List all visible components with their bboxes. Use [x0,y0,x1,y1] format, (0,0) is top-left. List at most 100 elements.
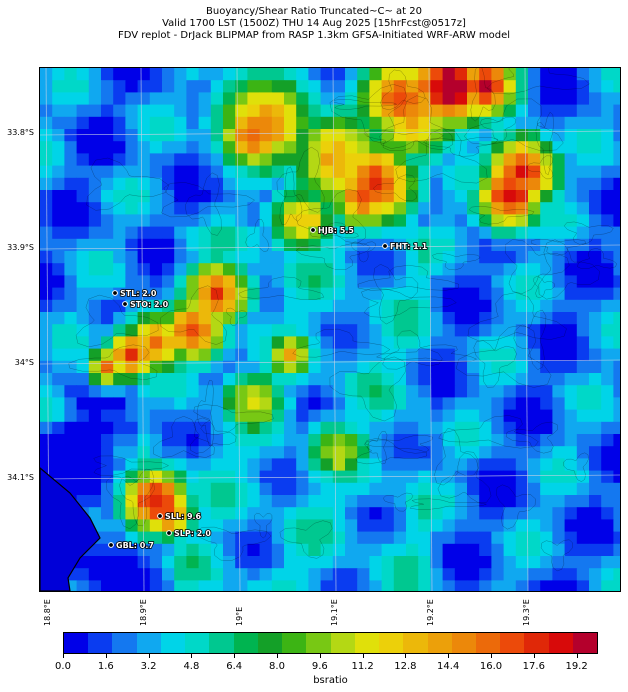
raster-cell [150,92,163,105]
raster-cell [418,263,431,276]
raster-cell [528,532,541,545]
raster-cell [394,336,407,349]
raster-cell [540,141,553,154]
raster-cell [40,227,53,240]
raster-cell [223,275,236,288]
raster-cell [40,300,53,313]
raster-cell [467,92,480,105]
raster-cell [77,458,90,471]
raster-cell [125,349,138,362]
raster-cell [113,129,126,142]
raster-cell [467,507,480,520]
raster-cell [565,446,578,459]
raster-cell [357,105,370,118]
raster-cell [150,141,163,154]
raster-cell [406,544,419,557]
raster-cell [565,214,578,227]
raster-cell [89,263,102,276]
station-dot[interactable] [383,244,388,249]
raster-cell [443,507,456,520]
raster-cell [504,373,517,386]
raster-cell [284,239,297,252]
raster-cell [89,153,102,166]
raster-cell [223,410,236,423]
raster-cell [613,544,620,557]
raster-cell [601,568,614,581]
raster-cell [321,263,334,276]
station-dot[interactable] [158,514,163,519]
raster-cell [528,568,541,581]
raster-cell [565,422,578,435]
raster-cell [308,532,321,545]
raster-cell [113,312,126,325]
raster-cell [406,312,419,325]
raster-cell [125,178,138,191]
raster-cell [467,385,480,398]
station-dot[interactable] [109,543,114,548]
station-dot[interactable] [113,291,118,296]
raster-cell [455,397,468,410]
raster-cell [89,373,102,386]
raster-cell [162,190,175,203]
raster-cell [174,349,187,362]
raster-cell [199,80,212,93]
raster-cell [162,361,175,374]
map-area[interactable]: HJB: 5.5 FHT: 1.1 STL: 2.0 STO: 2.0 SLL: 9.6… [39,67,621,592]
raster-cell [284,105,297,118]
raster-cell [211,92,224,105]
raster-cell [174,361,187,374]
raster-cell [345,434,358,447]
raster-cell [101,397,114,410]
raster-cell [601,397,614,410]
raster-cell [443,580,456,591]
station-dot[interactable] [311,228,316,233]
raster-cell [125,324,138,337]
raster-cell [174,227,187,240]
raster-cell [260,349,273,362]
raster-cell [467,288,480,301]
raster-cell [223,385,236,398]
raster-cell [223,80,236,93]
raster-cell [247,434,260,447]
colorbar-swatch [403,633,427,653]
raster-cell [186,68,199,81]
raster-cell [235,153,248,166]
raster-cell [89,446,102,459]
raster-cell [223,471,236,484]
raster-cell [601,214,614,227]
raster-cell [272,80,285,93]
raster-cell [577,471,590,484]
raster-cell [138,434,151,447]
raster-cell [467,361,480,374]
raster-cell [211,580,224,591]
raster-cell [504,312,517,325]
station-dot[interactable] [123,302,128,307]
raster-cell [504,446,517,459]
raster-cell [357,507,370,520]
raster-cell [284,129,297,142]
raster-cell [260,434,273,447]
raster-cell [443,275,456,288]
raster-cell [211,239,224,252]
raster-cell [565,544,578,557]
raster-cell [199,556,212,569]
raster-cell [528,507,541,520]
raster-cell [333,495,346,508]
raster-cell [589,202,602,215]
raster-cell [430,214,443,227]
colorbar-label: bsratio [0,675,628,686]
raster-cell [369,105,382,118]
raster-cell [467,556,480,569]
colorbar-tick-label: 14.4 [437,661,459,672]
raster-cell [162,568,175,581]
raster-cell [77,153,90,166]
station-dot[interactable] [167,531,172,536]
raster-cell [223,227,236,240]
raster-cell [138,214,151,227]
raster-cell [64,471,77,484]
raster-cell [284,410,297,423]
raster-cell [345,458,358,471]
raster-cell [89,422,102,435]
raster-cell [186,239,199,252]
raster-cell [284,532,297,545]
